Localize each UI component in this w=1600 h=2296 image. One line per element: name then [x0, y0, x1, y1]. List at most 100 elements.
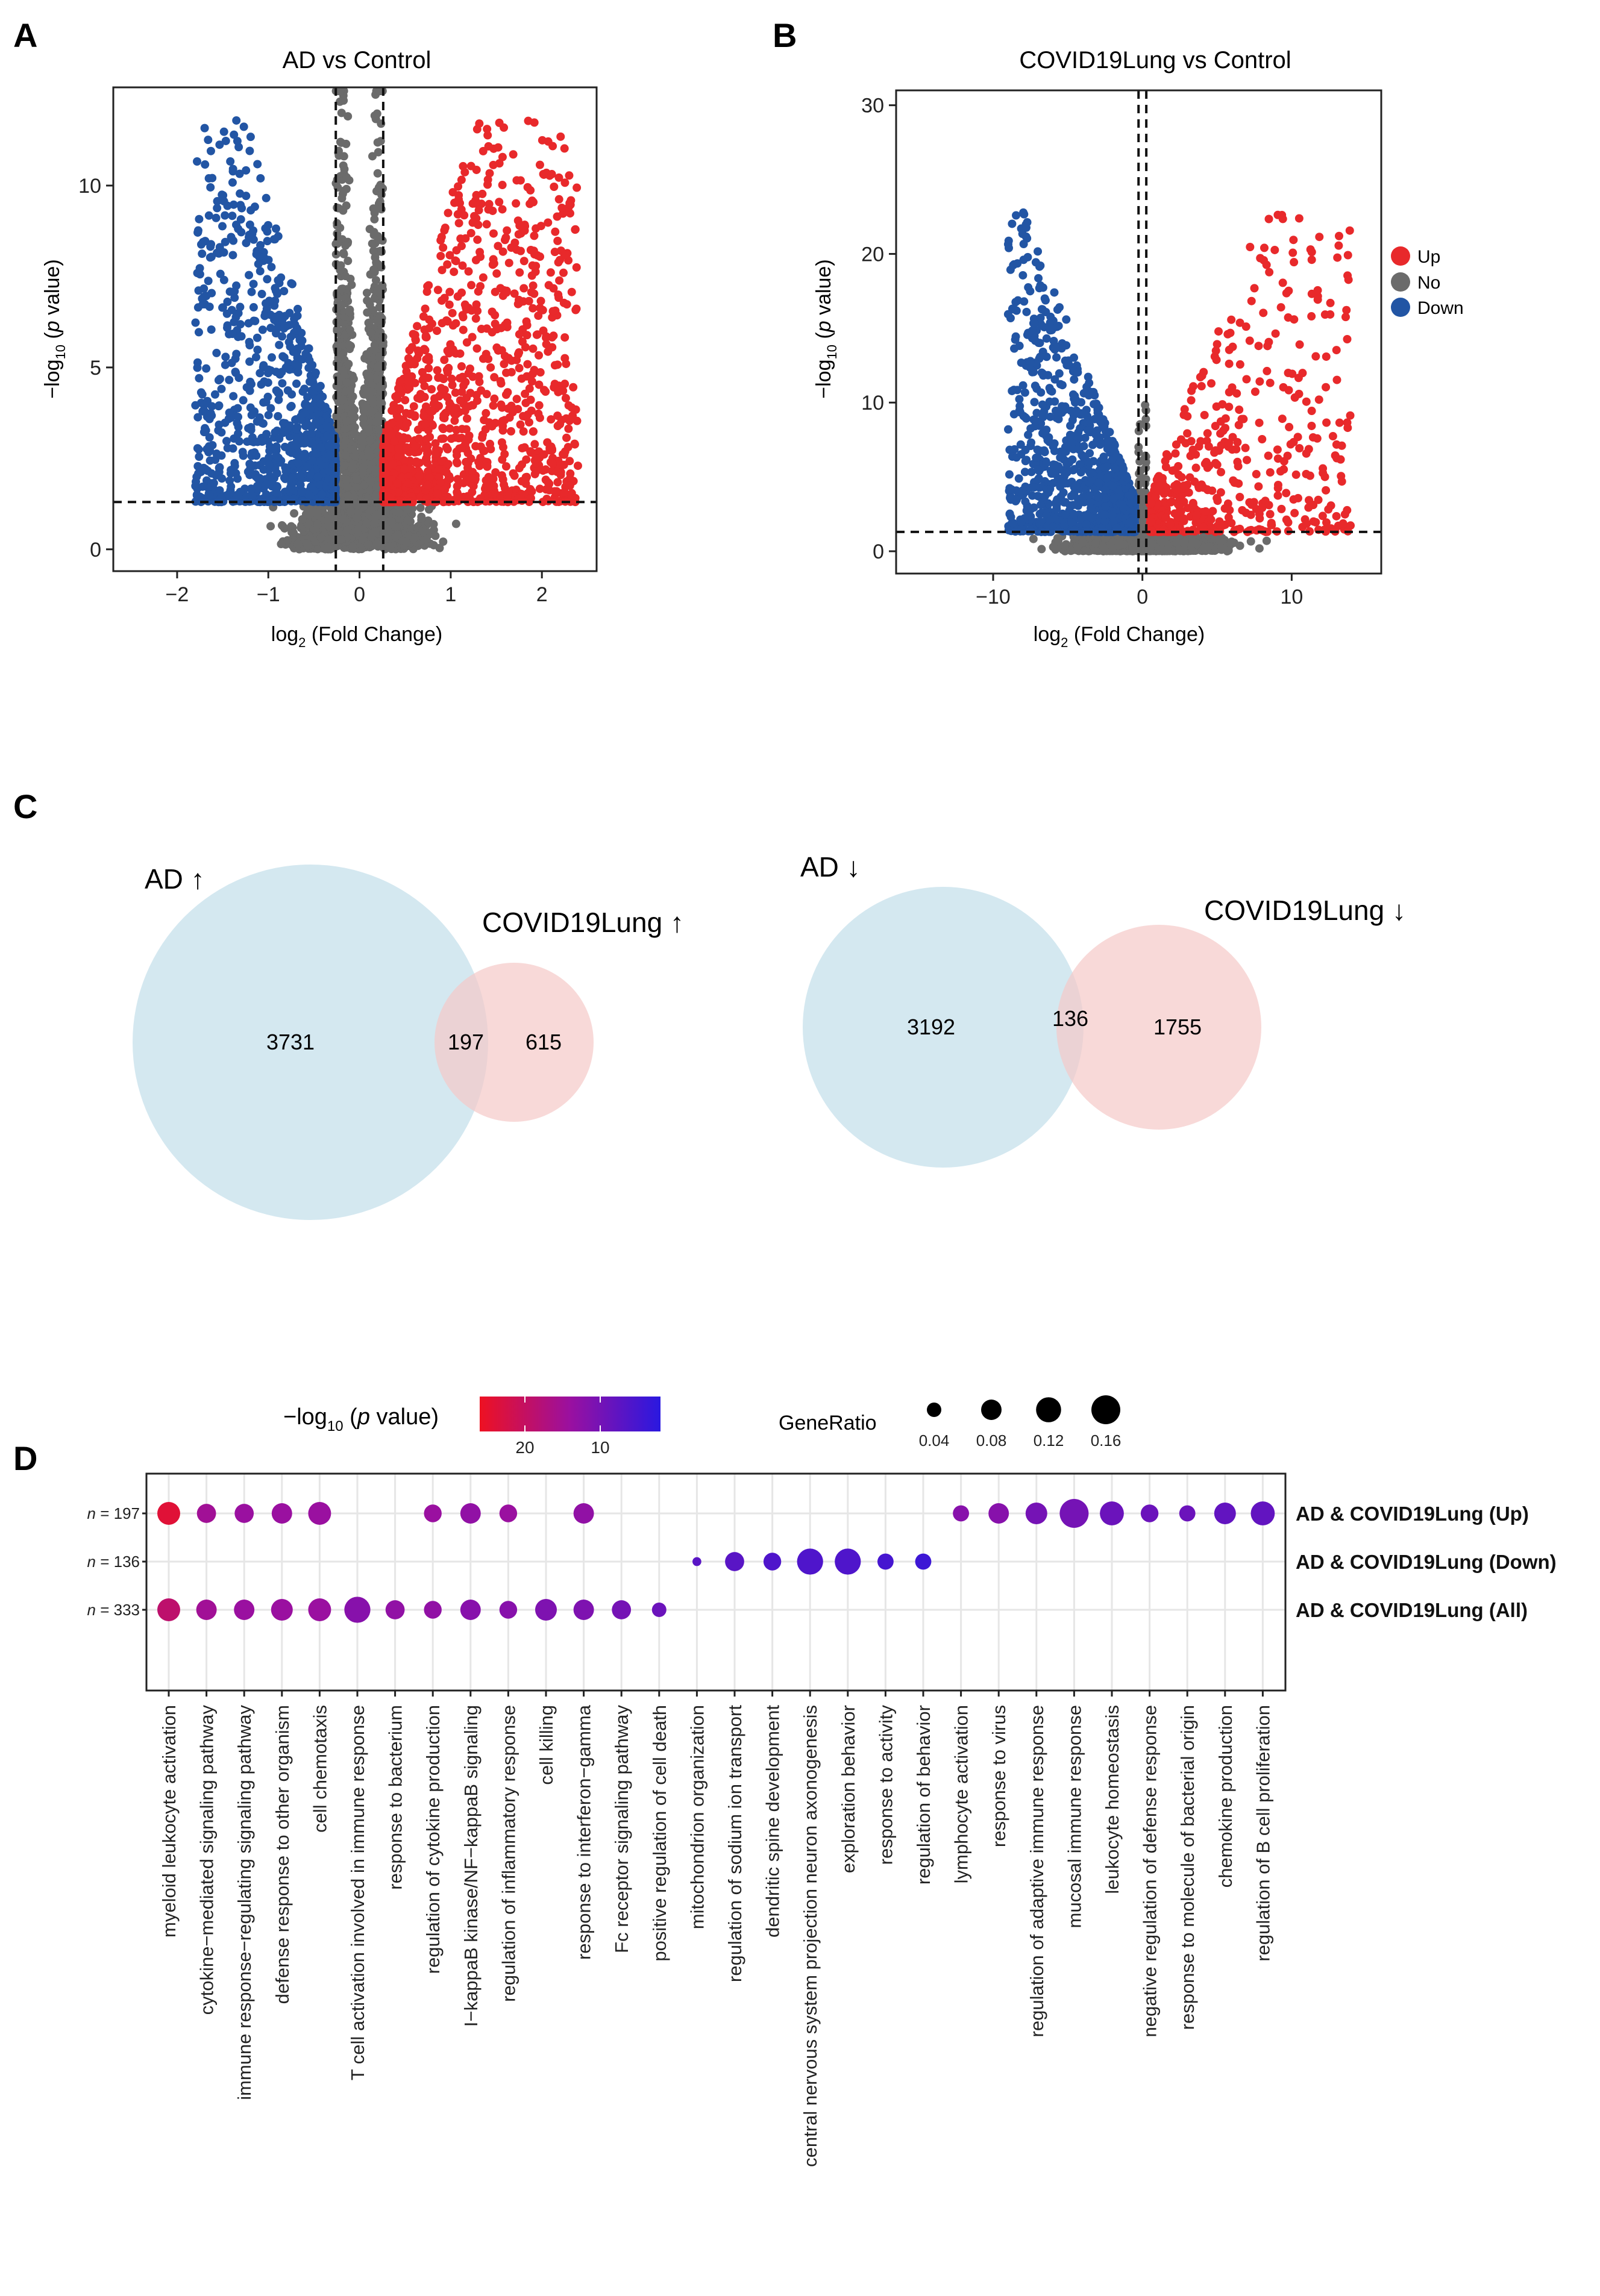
point-down: [289, 347, 298, 356]
point-up: [400, 465, 409, 474]
plot-title: COVID19Lung vs Control: [1019, 47, 1291, 74]
point-no: [339, 515, 348, 524]
point-down: [218, 190, 227, 199]
point-up: [564, 424, 573, 433]
point-up: [553, 478, 562, 487]
point-up: [415, 471, 424, 480]
point-up: [436, 373, 445, 382]
point-up: [468, 218, 477, 227]
point-no: [337, 138, 346, 147]
point-up: [568, 414, 577, 423]
point-down: [260, 311, 269, 321]
point-up: [435, 392, 444, 401]
point-up: [473, 235, 482, 244]
point-up: [459, 325, 468, 334]
point-up: [482, 408, 491, 418]
point-no: [339, 161, 348, 170]
point-up: [471, 255, 480, 264]
point-down: [293, 304, 302, 313]
point-up: [390, 437, 399, 446]
point-up: [453, 488, 462, 497]
point-down: [271, 224, 280, 233]
point-up: [498, 181, 507, 190]
point-up: [457, 362, 466, 371]
point-up: [422, 373, 431, 382]
panel-letter-d: D: [13, 1439, 37, 1477]
point-down: [311, 368, 320, 377]
point-up: [536, 296, 545, 305]
point-up: [394, 452, 403, 461]
point-up: [402, 420, 411, 429]
point-up: [559, 386, 568, 395]
point-up: [562, 300, 571, 309]
point-up: [510, 471, 519, 480]
point-up: [486, 363, 495, 372]
point-down: [281, 363, 290, 372]
point-up: [478, 146, 488, 155]
point-up: [445, 300, 454, 309]
point-up: [560, 144, 569, 153]
point-down: [223, 321, 232, 330]
point-up: [548, 142, 557, 151]
point-no: [343, 483, 352, 492]
point-up: [546, 268, 555, 277]
point-down: [303, 462, 312, 471]
point-up: [468, 333, 477, 342]
point-down: [271, 443, 280, 452]
point-no: [352, 475, 361, 484]
point-down: [286, 333, 295, 342]
point-down: [207, 240, 216, 249]
point-no: [333, 229, 342, 238]
point-up: [514, 295, 523, 304]
point-down: [287, 448, 296, 457]
point-up: [484, 354, 493, 363]
point-down: [213, 204, 222, 213]
point-down: [201, 160, 210, 169]
point-no: [341, 241, 350, 250]
point-up: [452, 246, 461, 255]
point-up: [500, 236, 509, 245]
point-up: [564, 401, 573, 410]
point-no: [363, 540, 372, 549]
point-down: [230, 461, 239, 471]
point-up: [455, 374, 464, 383]
point-up: [488, 206, 497, 215]
point-up: [433, 327, 442, 336]
point-no: [410, 533, 419, 542]
point-up: [548, 343, 557, 352]
point-no: [344, 492, 353, 501]
point-up: [404, 377, 413, 386]
point-up: [483, 180, 492, 189]
point-no: [290, 509, 299, 518]
point-up: [492, 269, 501, 278]
point-up: [572, 263, 581, 272]
point-up: [573, 183, 582, 192]
point-down: [278, 379, 287, 388]
point-up: [518, 460, 527, 469]
point-down: [261, 224, 270, 233]
point-up: [535, 484, 544, 493]
point-no: [366, 372, 375, 381]
point-up: [502, 288, 511, 297]
point-down: [297, 487, 306, 496]
point-up: [427, 407, 436, 416]
point-up: [498, 205, 507, 214]
point-down: [267, 263, 276, 272]
point-down: [274, 411, 283, 421]
point-down: [305, 356, 314, 365]
point-down: [195, 374, 204, 383]
point-up: [553, 212, 562, 221]
point-no: [417, 512, 426, 521]
point-no: [369, 399, 378, 408]
point-no: [373, 316, 382, 325]
point-down: [205, 433, 214, 442]
point-up: [506, 427, 515, 436]
point-up: [448, 381, 457, 390]
point-no: [373, 287, 382, 296]
point-down: [239, 451, 248, 460]
point-no: [348, 461, 357, 470]
point-up: [553, 411, 562, 421]
point-no: [363, 308, 372, 317]
point-down: [293, 458, 303, 468]
